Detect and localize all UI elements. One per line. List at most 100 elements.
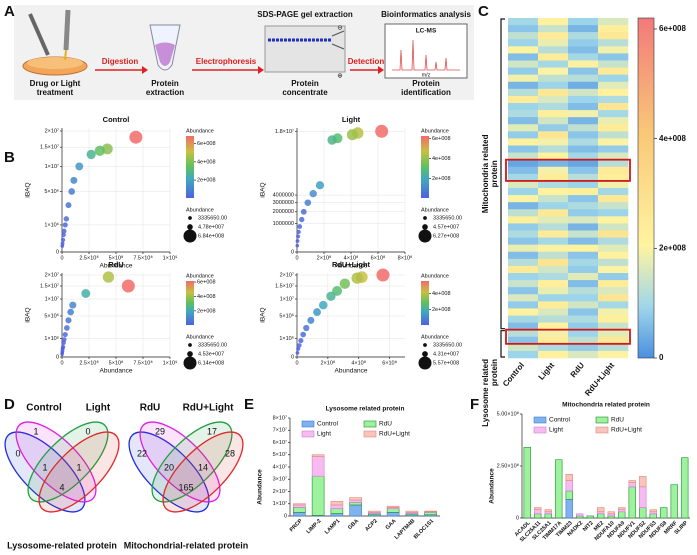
point [332,285,343,296]
plot-title: Light [342,115,361,124]
heatmap-cell [508,329,539,338]
y-tick-label: 1.5×10⁷ [275,282,294,289]
bar-segment [565,498,573,519]
point [94,145,105,156]
legend-swatch [301,420,315,428]
y-tick-label: 2×10⁷ [280,271,294,278]
heatmap-cell [598,180,629,189]
panel-label: E [244,396,254,413]
heatmap-cell [598,258,629,267]
bar-segment [628,486,636,519]
bar-segment [349,497,362,501]
heatmap-cell [508,81,539,90]
point [304,199,312,207]
colorbar-tick-label: 4e+008 [197,294,216,300]
colorbar-title: Abundance [186,273,214,279]
heatmap-cell [538,336,569,345]
heatmap-cell [568,25,599,33]
bar-segment [639,476,647,488]
plot-title: RdU [108,260,123,269]
column-label: RdU+Light [583,361,616,398]
region-count: 1 [42,462,47,472]
heatmap-cell [508,117,539,125]
heatmap-cell [538,273,569,281]
point [86,149,96,160]
heatmap-cell [508,195,539,203]
heatmap-cell [568,74,599,83]
heatmap-cell [508,95,539,104]
colorbar [186,136,194,198]
point [307,316,315,324]
panel-label: C [478,3,489,20]
bar-segment [349,502,362,506]
bar-segment [293,512,306,517]
spectrum-box [384,23,468,79]
heatmap-cell [598,53,629,61]
point [60,352,64,357]
heatmap-cell [598,152,629,160]
legend-label: RdU [379,421,392,428]
bar-segment [544,509,552,513]
x-tick-label: 1×10⁹ [163,254,178,261]
legend-swatch [363,430,377,438]
bar-segment [618,507,626,510]
heatmap-cell [538,329,569,338]
point [296,343,302,348]
bar-segment [523,446,531,519]
size-legend-mark [183,356,197,370]
heatmap-cell [598,336,629,345]
bar-segment [576,513,584,517]
panel-label: B [4,149,15,166]
point [298,338,304,344]
x-tick-label: 2×10⁸ [317,254,332,261]
heatmap-cell [598,329,629,338]
heatmap-cell [508,336,539,345]
bar-segment [670,484,678,519]
bar-segment [386,512,400,517]
bio-title: Bioinformatics analysis [381,10,471,19]
heatmap-cell [538,251,569,260]
arrow-head [258,66,264,74]
x-tick-label: 5×10⁸ [109,359,124,366]
y-tick-label: 1.5×10⁷ [40,144,59,151]
heatmap-cell [568,81,599,90]
heatmap-cell [508,25,539,33]
heatmap-cell [508,145,539,153]
x-tick-label: 0 [60,255,63,261]
x-tick-label: 4×10⁸ [351,359,366,366]
legend-label: Control [549,417,571,424]
size-legend-mark [188,343,192,347]
x-tick-label: LIMP-2 [306,518,323,535]
bar-segment [586,515,594,519]
heatmap-cell [598,343,629,352]
point [375,124,389,138]
heatmap-cell [598,216,629,224]
heatmap-cell [508,251,539,260]
panel-label: D [4,396,15,413]
point [346,129,358,141]
bar-segment [349,499,362,503]
y-tick-label: 5×10⁶ [44,188,59,195]
point [60,244,65,248]
point [60,237,66,243]
arrow-label: Electrophoresis [196,57,257,66]
bar-segment [660,507,668,519]
bar-segment [628,480,636,483]
heatmap-cell [568,46,599,54]
y-tick-label: 1×10⁷ [280,295,294,302]
bar-segment [649,511,657,515]
heatmap-cell [508,124,539,132]
heatmap-cell [568,350,599,359]
colorbar-tick-label: 6e+008 [197,141,216,147]
step-label: extraction [146,88,184,97]
heatmap-cell [538,117,569,125]
heatmap-cell [538,60,569,68]
set-ellipse [15,421,97,503]
heatmap-cell [598,46,629,54]
y-tick-label: 5.00×10⁸ [497,410,519,417]
step-label: concentrate [282,88,328,97]
arrow-label: Digestion [102,57,139,66]
y-tick-label: 1000000 [273,221,294,227]
heatmap-cell [598,280,629,288]
